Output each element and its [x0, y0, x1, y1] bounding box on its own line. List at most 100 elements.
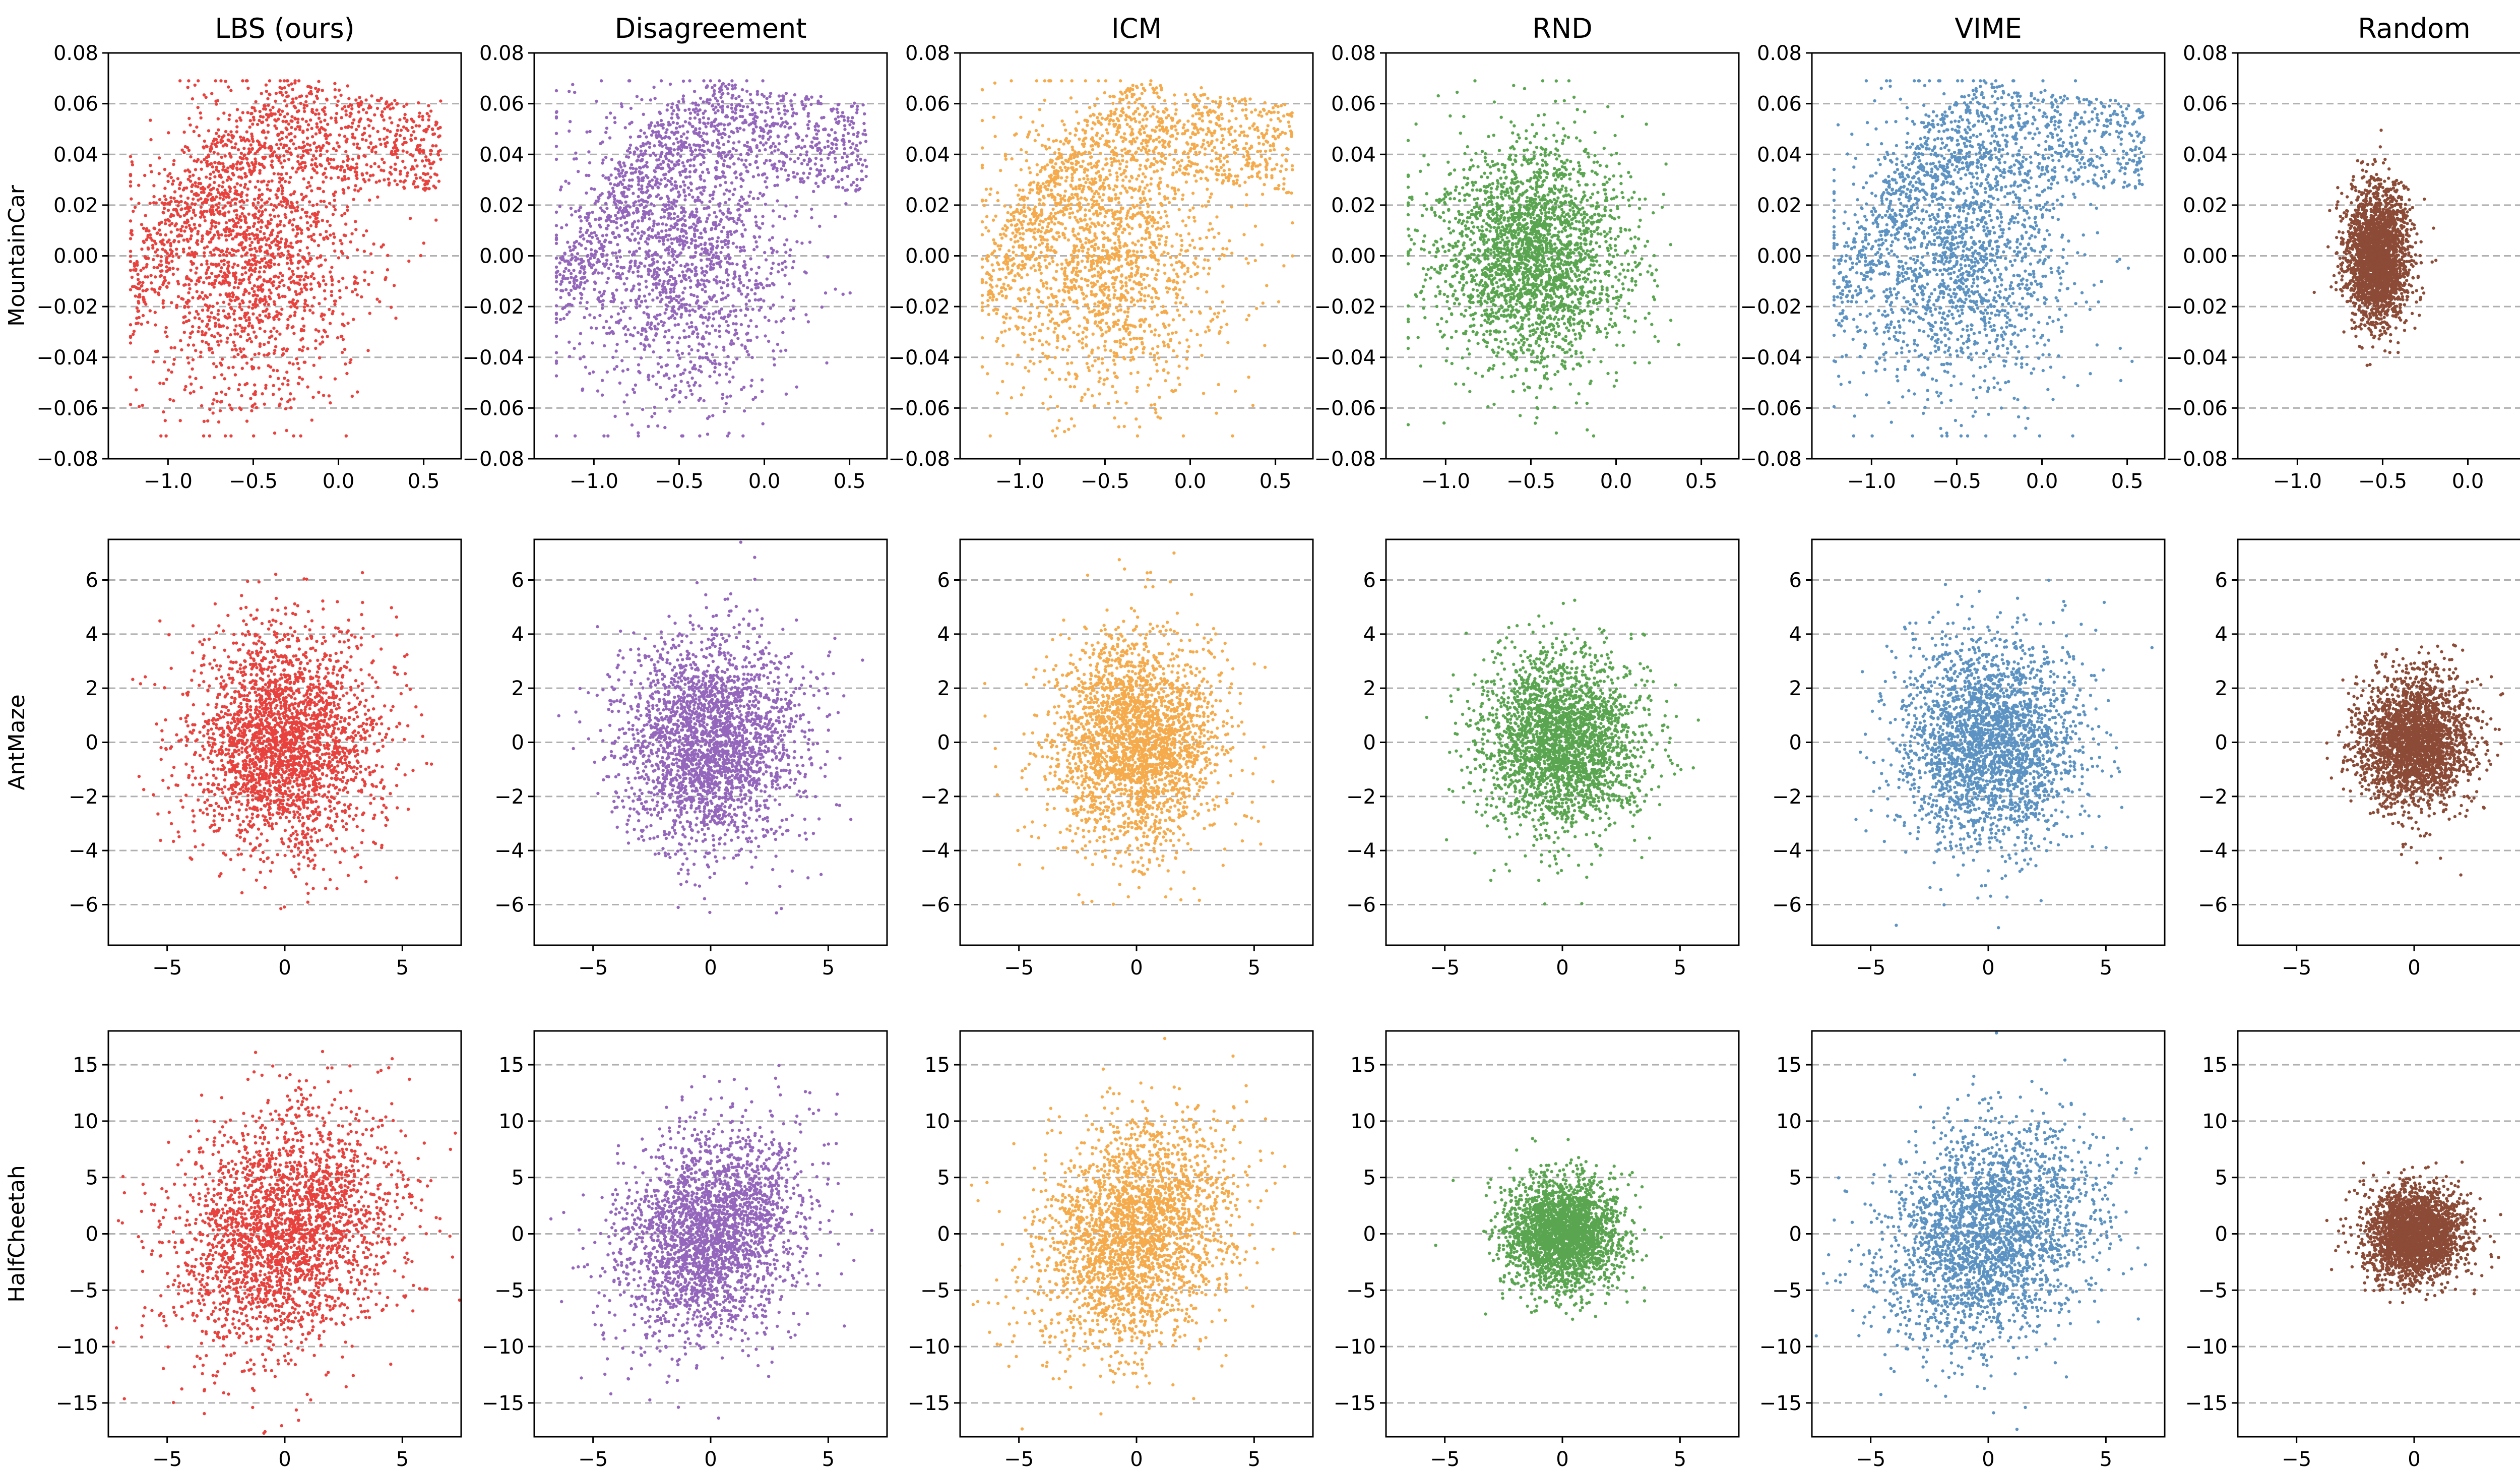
data-point: [726, 241, 730, 245]
data-point: [187, 246, 192, 250]
data-point: [173, 190, 177, 194]
data-point: [632, 201, 636, 205]
data-point: [321, 335, 324, 339]
data-point: [768, 238, 772, 242]
data-point: [667, 377, 671, 380]
data-point: [223, 434, 227, 438]
data-point: [653, 270, 656, 273]
data-point: [281, 196, 285, 200]
data-point: [705, 300, 709, 304]
data-point: [711, 361, 714, 365]
data-point: [587, 259, 590, 262]
data-point: [234, 142, 238, 146]
data-point: [694, 103, 698, 107]
data-point: [704, 125, 708, 129]
data-point: [250, 137, 254, 141]
data-point: [656, 322, 660, 326]
data-point: [188, 179, 193, 183]
data-point: [388, 116, 392, 120]
data-point: [244, 319, 248, 322]
data-point: [247, 305, 251, 309]
data-point: [583, 281, 587, 284]
data-point: [267, 180, 271, 184]
data-point: [187, 361, 191, 365]
data-point: [704, 109, 707, 113]
data-point: [605, 370, 609, 374]
data-point: [554, 224, 558, 227]
data-point: [197, 79, 200, 83]
data-point: [615, 272, 619, 276]
data-point: [153, 311, 157, 314]
data-point: [172, 208, 175, 212]
data-point: [595, 261, 599, 264]
data-point: [697, 244, 700, 248]
data-point: [354, 276, 358, 280]
data-point: [616, 182, 620, 186]
data-point: [661, 123, 665, 127]
data-point: [680, 305, 684, 309]
data-point: [831, 142, 835, 146]
data-point: [187, 223, 191, 227]
data-point: [689, 321, 694, 325]
data-point: [325, 97, 329, 101]
data-point: [137, 309, 141, 313]
data-point: [220, 363, 223, 367]
data-point: [248, 119, 252, 123]
data-point: [712, 253, 715, 257]
data-point: [248, 243, 252, 248]
data-point: [166, 174, 170, 178]
data-point: [623, 210, 627, 214]
data-point: [325, 149, 329, 153]
data-point: [616, 168, 620, 171]
data-point: [560, 280, 564, 283]
data-point: [343, 105, 347, 108]
data-point: [303, 161, 307, 165]
data-point: [249, 143, 253, 147]
data-point: [211, 411, 215, 415]
data-point: [664, 203, 668, 207]
data-point: [213, 198, 216, 201]
data-point: [579, 226, 583, 230]
data-point: [227, 271, 231, 275]
data-point: [152, 226, 156, 230]
data-point: [716, 109, 720, 112]
data-point: [853, 147, 857, 151]
data-point: [245, 199, 249, 202]
data-point: [687, 193, 691, 197]
data-point: [135, 307, 139, 310]
data-point: [567, 269, 571, 273]
data-point: [810, 207, 813, 211]
data-point: [660, 137, 664, 140]
data-point: [424, 130, 428, 134]
data-point: [242, 230, 246, 234]
data-point: [575, 284, 579, 287]
data-point: [324, 258, 327, 262]
data-point: [186, 305, 190, 309]
data-point: [687, 143, 691, 147]
data-point: [283, 179, 287, 184]
data-point: [738, 274, 741, 278]
data-point: [226, 247, 229, 251]
data-point: [229, 89, 233, 92]
data-point: [253, 290, 256, 293]
data-point: [182, 250, 185, 254]
data-point: [227, 292, 231, 296]
data-point: [287, 147, 291, 151]
data-point: [217, 169, 220, 173]
data-point: [236, 249, 240, 253]
data-point: [745, 79, 748, 83]
data-point: [637, 370, 641, 374]
data-point: [319, 255, 322, 259]
data-point: [751, 197, 755, 200]
data-point: [402, 180, 406, 184]
data-point: [761, 127, 765, 131]
data-point: [286, 94, 290, 98]
data-point: [761, 79, 765, 83]
data-point: [624, 206, 628, 209]
data-point: [283, 213, 287, 216]
data-point: [683, 120, 687, 124]
data-point: [196, 106, 200, 109]
data-point: [665, 152, 669, 156]
data-point: [739, 309, 743, 312]
data-point: [382, 169, 386, 172]
